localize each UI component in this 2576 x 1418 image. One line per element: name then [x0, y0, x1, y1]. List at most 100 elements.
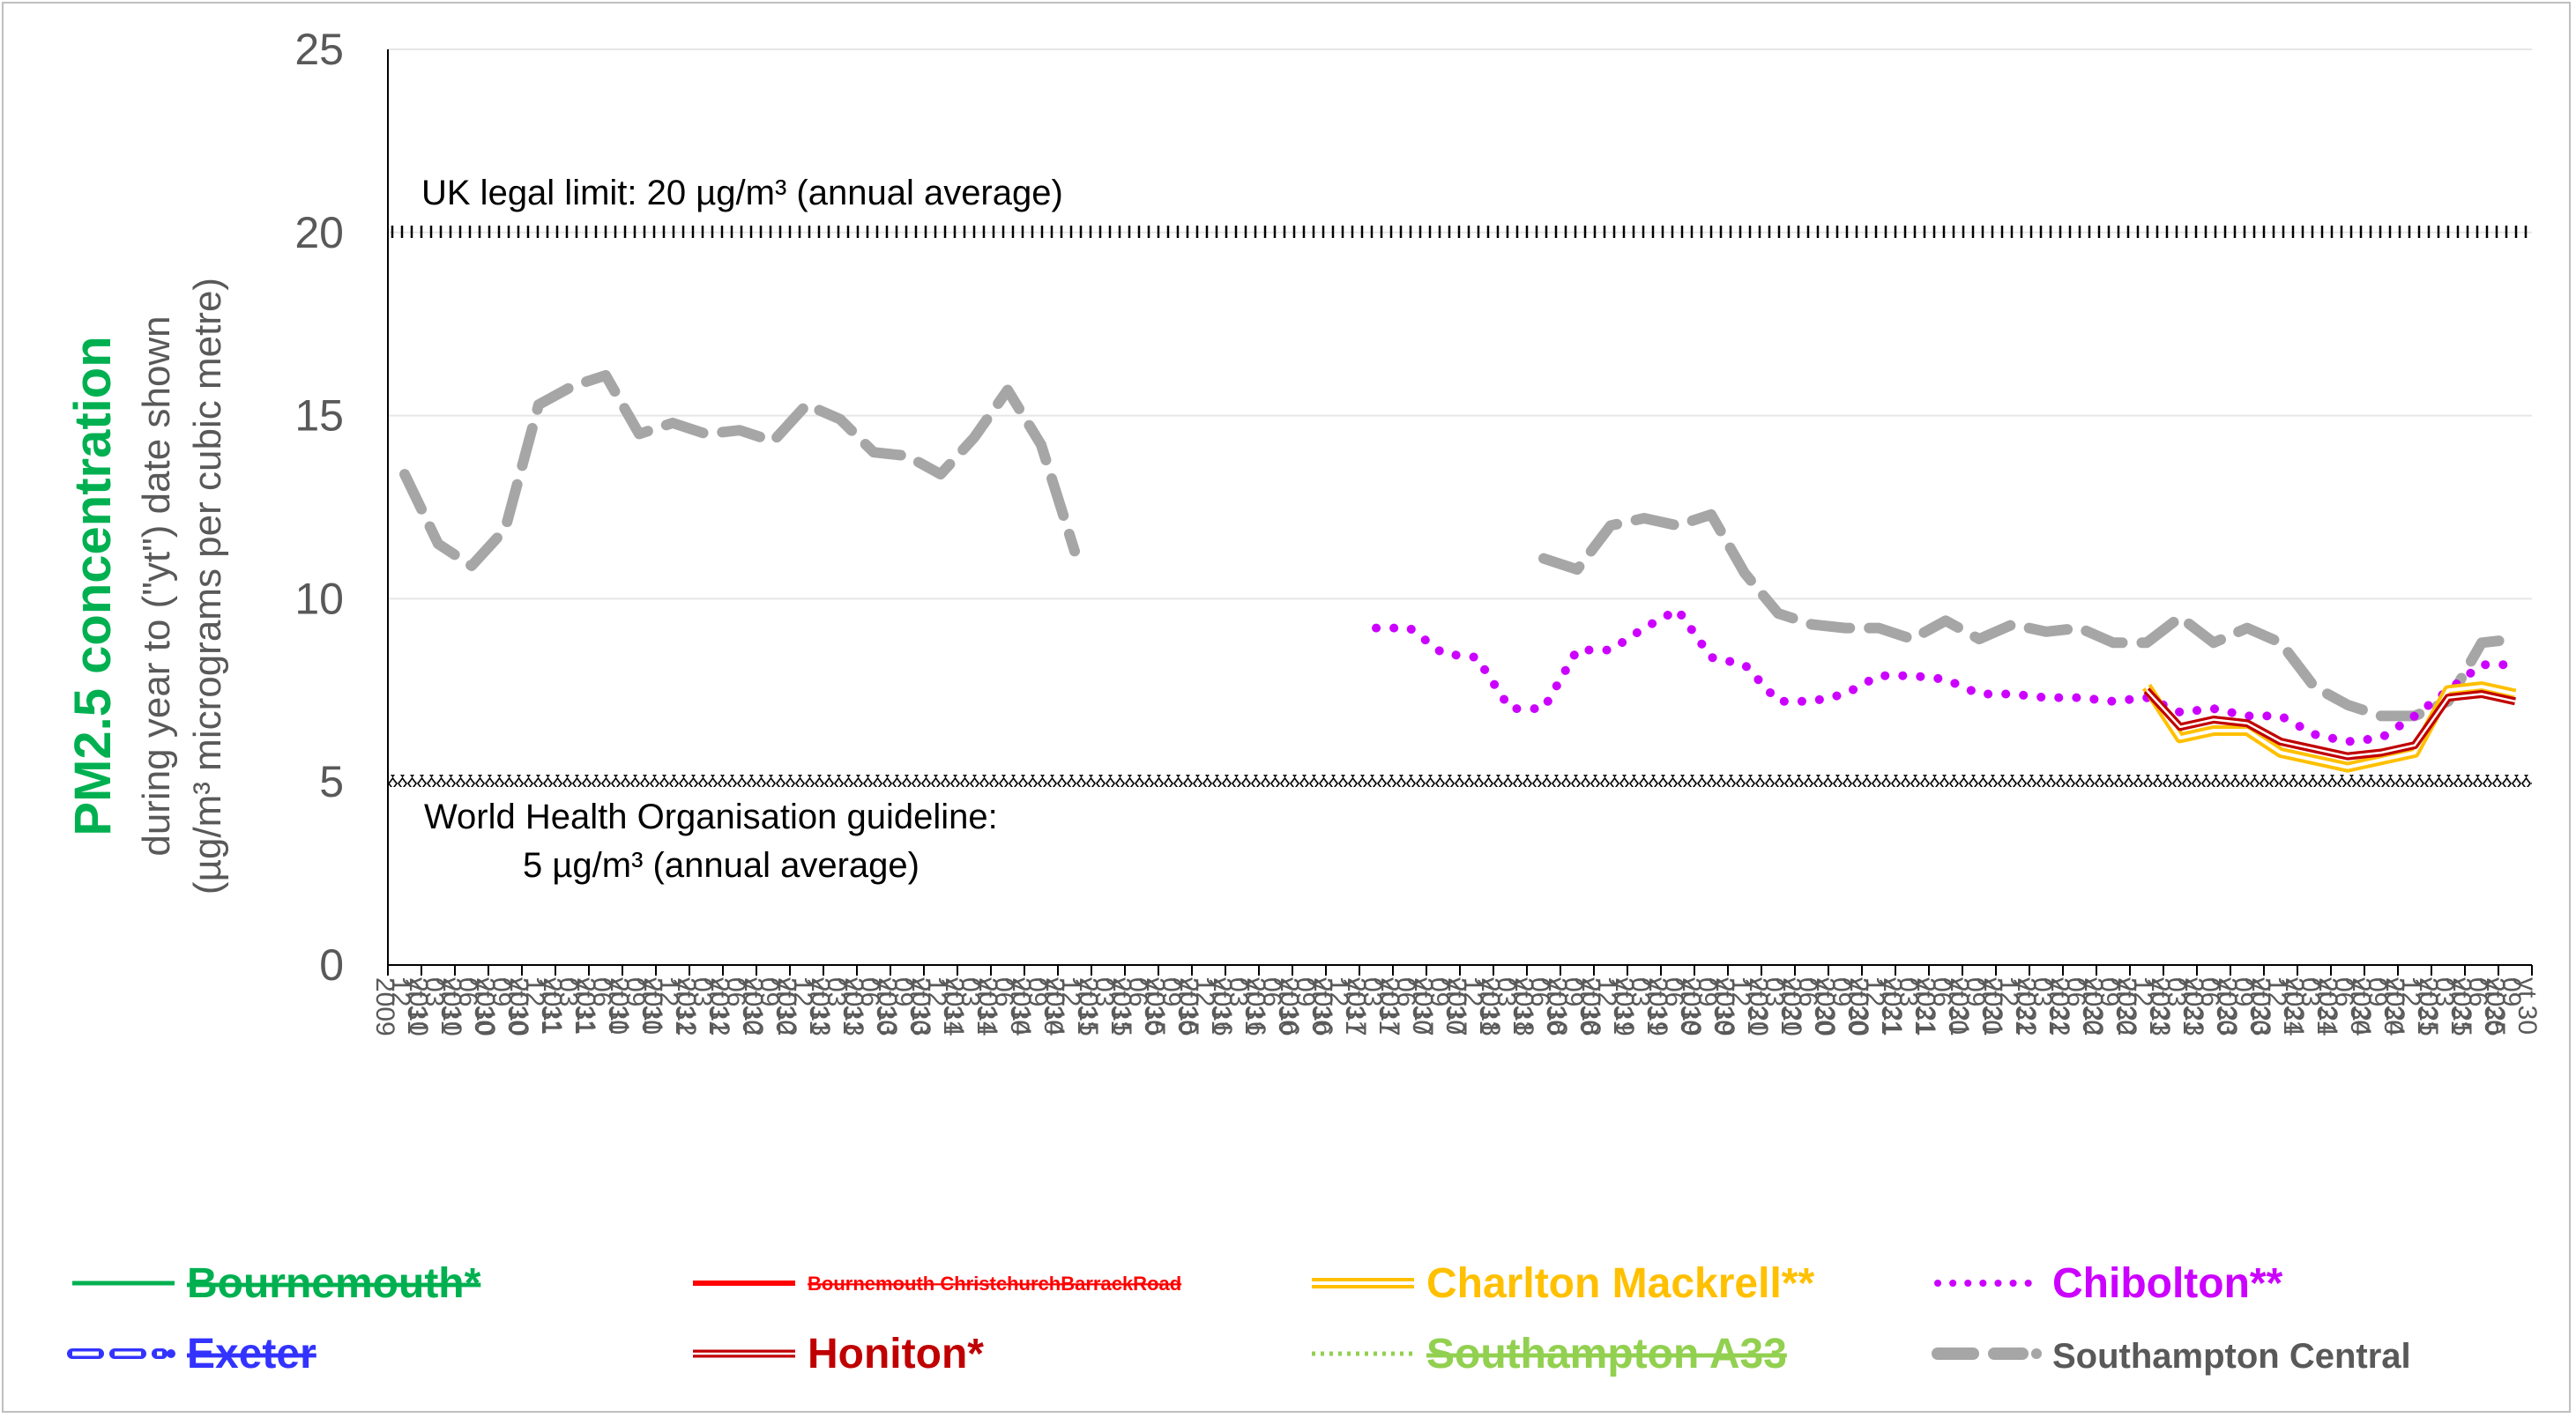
x-tick-label-part: 06 [721, 977, 750, 1006]
x-tick-label-part: 09 [1559, 977, 1588, 1006]
x-tick-label-part: 06 [1525, 977, 1554, 1006]
x-tick-label-part: yt 30 [871, 977, 900, 1035]
x-tick-label-part: yt 30 [1173, 977, 1202, 1035]
legend-swatch-dot [2031, 1348, 2042, 1359]
x-tick-label-part: yt 31 [670, 977, 699, 1035]
y-axis-title-line2: during year to ("yt") date shown [135, 316, 178, 856]
y-tick-label: 15 [294, 391, 344, 441]
x-tick-label-part: 06 [2329, 977, 2358, 1006]
x-tick-label-part: 06 [989, 977, 1018, 1006]
x-tick-label-part: 2015 [1141, 977, 1170, 1036]
series-charlton [2141, 681, 2517, 773]
x-tick-label-part: yt 31 [1106, 977, 1135, 1035]
x-tick-label-part: yt 30 [2513, 977, 2542, 1035]
x-tick-label-part: 2017 [1409, 977, 1438, 1036]
x-tick-label-part: 2013 [873, 977, 902, 1036]
x-tick-label-part: 2021 [1911, 977, 1940, 1036]
x-tick-label-part: yt 30 [2379, 977, 2408, 1035]
x-tick-label-part: 06 [2061, 977, 2090, 1006]
x-tick-label-part: 2023 [2213, 977, 2242, 1036]
uk-legal-limit-line [388, 226, 2532, 238]
x-tick-label-part: yt 31 [536, 977, 565, 1035]
x-tick-label-part: yt 31 [704, 977, 733, 1035]
x-tick-label-part: 09 [2229, 977, 2258, 1006]
x-tick-label-part: 2013 [906, 977, 935, 1036]
x-tick-label-part: yt 30 [1675, 977, 1704, 1035]
x-tick-label-part: 09 [1023, 977, 1052, 1006]
x-tick-label-part: yt 31 [2412, 977, 2441, 1035]
x-tick-label-part: yt 30 [469, 977, 498, 1035]
x-tick-label-part: yt 30 [2479, 977, 2508, 1035]
x-tick-label-part: yt 31 [2010, 977, 2039, 1035]
x-tick-label-part: yt 30 [1005, 977, 1034, 1035]
series-chibolton [1372, 605, 2520, 746]
x-tick-label-part: 2014 [1040, 977, 1069, 1036]
who-guideline-label-line1: World Health Organisation guideline: [424, 798, 998, 836]
x-tick-label-part: 2012 [772, 977, 801, 1036]
x-tick-label-part: 06 [1391, 977, 1420, 1006]
x-tick-label-part: 2018 [1576, 977, 1605, 1036]
x-tick-label-part: yt 31 [1876, 977, 1905, 1035]
x-tick-label-part: 06 [1123, 977, 1152, 1006]
y-axis-title-line3: (µg/m³ micrograms per cubic metre) [186, 278, 229, 895]
legend-label: Bournemouth* [187, 1260, 481, 1307]
x-tick-label-part: 2012 [672, 977, 701, 1036]
x-tick-label-part: 2017 [1342, 977, 1371, 1036]
x-tick-label-part: yt 30 [2345, 977, 2374, 1035]
x-tick-label-part: yt 31 [2446, 977, 2475, 1035]
x-tick-label-part: 06 [855, 977, 884, 1006]
x-tick-label-part: 2017 [1442, 977, 1471, 1036]
legend-label: Honiton* [808, 1331, 984, 1377]
series-southampton_central [399, 369, 2520, 722]
legend-label: Southampton A33 [1426, 1331, 1787, 1377]
x-tick-label-part: 09 [1157, 977, 1186, 1006]
x-tick-label-part: 2015 [1174, 977, 1203, 1036]
x-tick-label-part: 2021 [1945, 977, 1974, 1036]
x-tick-label-part: 2010 [404, 977, 433, 1036]
x-tick-label-part: 2010 [437, 977, 466, 1036]
x-tick-label-part: 2016 [1308, 977, 1337, 1036]
x-tick-label-part: yt 31 [804, 977, 833, 1035]
y-axis-title-main: PM2.5 concentration [64, 336, 122, 835]
who-guideline-label-line2: 5 µg/m³ (annual average) [523, 846, 919, 885]
x-tick-label-part: 2013 [839, 977, 868, 1036]
x-tick-label-part: yt 31 [838, 977, 867, 1035]
x-tick-label-part: 2017 [1375, 977, 1404, 1036]
x-tick-label-part: 03 [1492, 977, 1521, 1006]
x-tick-label-part: 09 [755, 977, 784, 1006]
x-tick-label-part: yt 30 [1541, 977, 1570, 1035]
x-tick-label-part: 12 [1726, 977, 1755, 1006]
x-tick-label-part: 2020 [1844, 977, 1873, 1036]
legend-item-exeter: Exeter [67, 1331, 316, 1377]
x-tick-label-part: yt 30 [2077, 977, 2106, 1035]
x-tick-label-part: 12 [1056, 977, 1085, 1006]
x-tick-label-part: yt 31 [1642, 977, 1671, 1035]
x-tick-label-part: 09 [2363, 977, 2392, 1006]
x-tick-label-part: yt 31 [2144, 977, 2173, 1035]
x-tick-label-part: 03 [1090, 977, 1119, 1006]
x-tick-label-part: 09 [487, 977, 516, 1006]
x-tick-label-part: 03 [1224, 977, 1253, 1006]
x-tick-label-part: 2015 [1074, 977, 1103, 1036]
